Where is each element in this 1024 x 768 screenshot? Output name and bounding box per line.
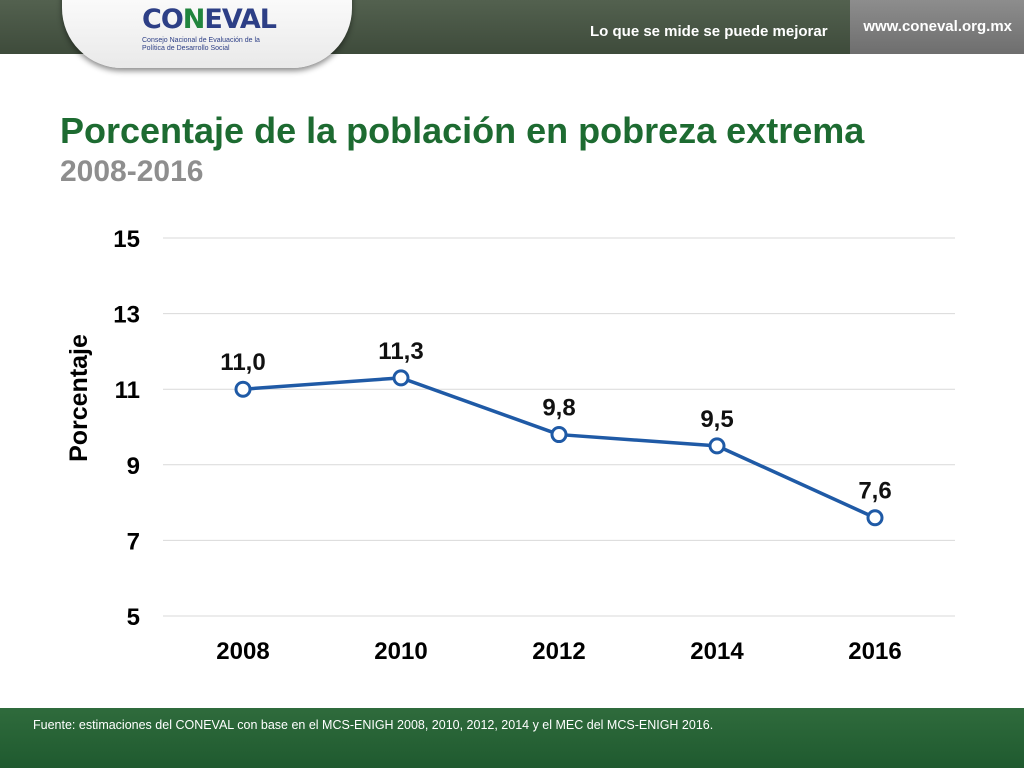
data-point-2010	[392, 369, 410, 387]
header-url-panel: www.coneval.org.mx	[850, 0, 1024, 54]
y-tick-label-7: 7	[127, 528, 140, 555]
coneval-logo: CONEVAL Consejo Nacional de Evaluación d…	[142, 6, 328, 53]
y-axis-title: Porcentaje	[65, 334, 93, 462]
y-tick-label-13: 13	[113, 302, 140, 329]
data-label-2014: 9,5	[700, 406, 733, 433]
chart-title: Porcentaje de la población en pobreza ex…	[60, 110, 865, 151]
logo-tab: CONEVAL Consejo Nacional de Evaluación d…	[62, 0, 352, 68]
logo-word-part-1: CO	[142, 4, 184, 35]
logo-wordmark: CONEVAL	[142, 6, 328, 34]
y-tick-label-5: 5	[127, 604, 140, 631]
y-tick-label-11: 11	[115, 377, 140, 404]
y-tick-label-15: 15	[113, 226, 140, 253]
logo-word-part-2: N	[182, 4, 206, 35]
footer-bar: Fuente: estimaciones del CONEVAL con bas…	[0, 708, 1024, 768]
data-label-2010: 11,3	[378, 338, 423, 365]
data-label-2012: 9,8	[542, 395, 575, 422]
data-point-2008	[234, 380, 252, 398]
x-tick-label-2010: 2010	[374, 638, 427, 665]
line-chart: 5 7 9 11 13 15 2008 2010 2012 2014 2016 Porcentaje 1…	[65, 226, 955, 665]
y-tick-label-9: 9	[127, 453, 140, 480]
chart-subtitle: 2008-2016	[60, 155, 204, 188]
data-point-2012	[550, 426, 568, 444]
logo-subtitle: Consejo Nacional de Evaluación de la Pol…	[142, 37, 260, 52]
data-label-2008: 11,0	[220, 349, 265, 376]
header-slogan: Lo que se mide se puede mejorar	[590, 23, 828, 40]
x-tick-label-2008: 2008	[216, 638, 269, 665]
logo-word-part-3: EVAL	[204, 4, 277, 35]
x-tick-label-2016: 2016	[848, 638, 901, 665]
x-tick-label-2014: 2014	[690, 638, 744, 665]
x-tick-label-2012: 2012	[532, 638, 585, 665]
data-label-2016: 7,6	[858, 478, 891, 505]
data-point-2014	[708, 437, 726, 455]
data-point-2016	[866, 509, 884, 527]
source-note: Fuente: estimaciones del CONEVAL con bas…	[33, 718, 714, 732]
website-link[interactable]: www.coneval.org.mx	[863, 18, 1012, 35]
